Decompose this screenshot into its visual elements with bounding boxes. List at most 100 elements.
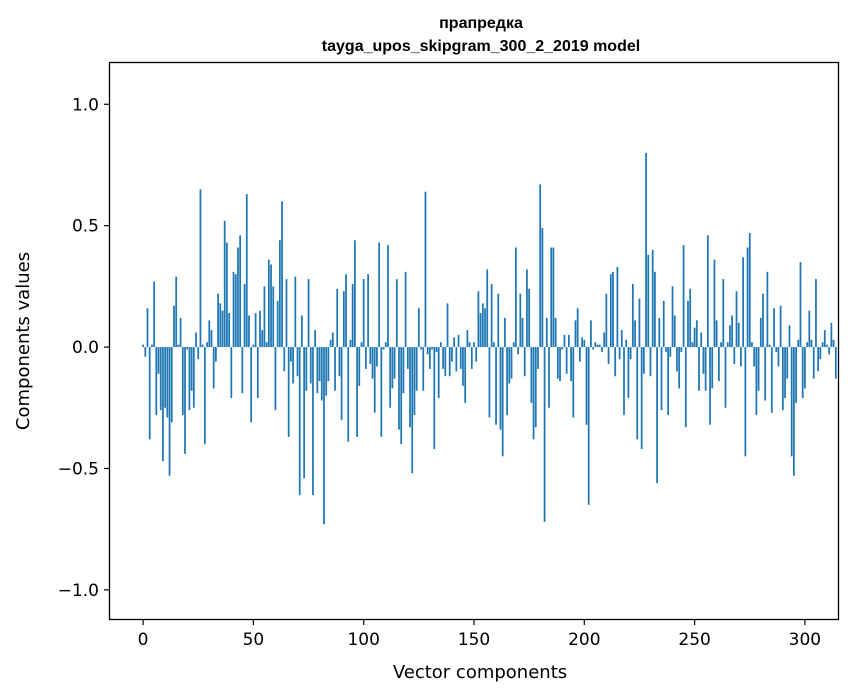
- bar-189: [559, 347, 561, 382]
- bar-11: [166, 347, 169, 418]
- bar-7: [157, 347, 160, 374]
- bar-57: [267, 259, 270, 348]
- bar-55: [263, 286, 266, 348]
- y-tick-label: 0.0: [72, 338, 99, 358]
- bar-155: [484, 308, 486, 348]
- bar-28: [203, 347, 206, 445]
- bar-95: [351, 283, 354, 348]
- bar-309: [823, 330, 826, 348]
- bar-43: [237, 247, 239, 348]
- bar-130: [429, 347, 431, 369]
- bar-197: [576, 308, 579, 348]
- bar-295: [793, 347, 795, 476]
- bar-103: [369, 347, 372, 365]
- y-tick-label: 0.5: [72, 217, 99, 237]
- bar-242: [676, 347, 678, 372]
- bar-223: [634, 320, 636, 348]
- bar-96: [353, 240, 356, 348]
- bar-5: [153, 281, 155, 348]
- bar-201: [585, 347, 588, 425]
- bar-119: [404, 271, 407, 348]
- bar-264: [724, 347, 727, 408]
- bar-32: [212, 347, 215, 389]
- bar-283: [766, 271, 769, 348]
- bar-110: [384, 342, 387, 348]
- bar-152: [477, 291, 480, 348]
- bar-208: [601, 347, 603, 352]
- bar-179: [537, 347, 539, 369]
- bar-23: [192, 347, 195, 408]
- bar-278: [755, 347, 758, 416]
- bar-246: [684, 347, 687, 428]
- bar-131: [431, 347, 433, 350]
- x-tick-label: 150: [458, 630, 490, 650]
- bar-73: [303, 347, 306, 479]
- bar-186: [552, 247, 555, 348]
- bar-18: [181, 347, 184, 416]
- bar-48: [248, 315, 250, 348]
- bar-99: [360, 342, 363, 348]
- bar-304: [812, 347, 815, 379]
- bar-4: [151, 344, 153, 348]
- bar-240: [671, 286, 674, 348]
- bar-6: [155, 347, 158, 416]
- bar-233: [656, 347, 658, 484]
- bar-303: [810, 339, 813, 348]
- bar-257: [709, 347, 711, 425]
- bar-80: [318, 347, 321, 382]
- bar-117: [400, 347, 403, 445]
- bar-311: [828, 347, 831, 355]
- x-tick-label: 50: [243, 630, 265, 650]
- bar-222: [631, 283, 634, 348]
- bar-159: [492, 342, 495, 348]
- bar-112: [389, 347, 392, 408]
- bar-190: [561, 347, 564, 350]
- bar-89: [338, 347, 341, 377]
- bar-149: [470, 347, 473, 369]
- bar-144: [459, 347, 462, 369]
- bar-249: [691, 342, 694, 348]
- bar-268: [733, 347, 736, 365]
- bar-184: [548, 347, 550, 408]
- bar-59: [272, 286, 275, 348]
- x-tick-label: 0: [138, 630, 149, 650]
- bar-13: [170, 347, 173, 423]
- bar-254: [702, 347, 705, 374]
- bar-127: [422, 347, 425, 391]
- bar-161: [497, 293, 500, 348]
- bar-194: [570, 347, 572, 382]
- bar-260: [715, 320, 718, 348]
- bar-153: [479, 313, 482, 348]
- bar-214: [614, 347, 617, 377]
- bar-126: [420, 347, 422, 350]
- bar-250: [693, 327, 696, 348]
- bar-244: [680, 347, 683, 352]
- x-axis-label: Vector components: [393, 662, 567, 683]
- bar-148: [468, 342, 471, 348]
- bar-292: [786, 347, 789, 379]
- bar-135: [440, 342, 442, 348]
- bar-9: [162, 347, 164, 462]
- bar-58: [270, 264, 272, 348]
- bar-158: [490, 283, 493, 348]
- bar-90: [340, 347, 343, 420]
- bar-191: [563, 334, 566, 348]
- bar-63: [281, 201, 283, 348]
- bar-31: [210, 330, 213, 348]
- bar-305: [815, 279, 817, 348]
- bar-44: [239, 235, 242, 348]
- bar-302: [808, 310, 811, 348]
- bar-235: [660, 347, 663, 411]
- bar-255: [704, 347, 707, 391]
- bar-120: [406, 347, 409, 369]
- bar-2: [146, 308, 149, 348]
- bar-181: [541, 228, 544, 348]
- bar-3: [148, 347, 151, 440]
- bar-307: [819, 347, 822, 360]
- bar-185: [550, 247, 553, 348]
- bar-265: [726, 342, 729, 348]
- bar-308: [821, 342, 824, 348]
- bar-288: [777, 347, 780, 367]
- bar-60: [274, 347, 277, 411]
